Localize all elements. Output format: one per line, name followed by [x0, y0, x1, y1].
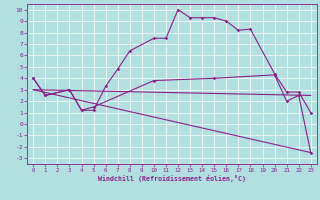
- X-axis label: Windchill (Refroidissement éolien,°C): Windchill (Refroidissement éolien,°C): [98, 175, 246, 182]
